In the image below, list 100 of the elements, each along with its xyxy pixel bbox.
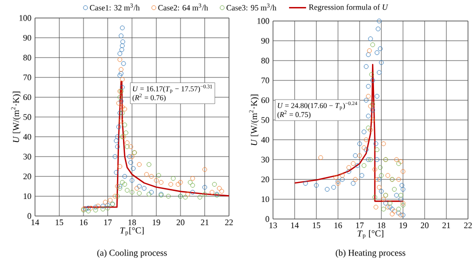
point bbox=[374, 177, 380, 182]
point bbox=[202, 184, 208, 190]
point bbox=[381, 141, 386, 146]
point bbox=[370, 42, 376, 48]
point bbox=[364, 147, 369, 152]
point bbox=[352, 153, 358, 158]
point bbox=[121, 61, 126, 66]
point bbox=[178, 180, 183, 185]
point bbox=[86, 206, 91, 210]
point bbox=[378, 188, 384, 194]
point bbox=[370, 108, 376, 112]
x-tick-label: 22 bbox=[464, 222, 472, 228]
point bbox=[355, 163, 360, 168]
point bbox=[146, 162, 152, 167]
point bbox=[374, 141, 378, 146]
point bbox=[362, 163, 366, 168]
point bbox=[202, 167, 208, 172]
point bbox=[118, 98, 124, 104]
x-tick-label: 18 bbox=[128, 220, 136, 226]
point bbox=[158, 180, 164, 185]
point bbox=[378, 165, 383, 170]
point bbox=[350, 161, 356, 166]
point bbox=[376, 177, 382, 182]
x-tick-label: 19 bbox=[152, 220, 160, 226]
point bbox=[390, 212, 395, 216]
y-tick-label: 10 bbox=[24, 193, 32, 200]
x-tick-label: 21 bbox=[442, 222, 450, 228]
point bbox=[368, 104, 373, 108]
x-tick-label: 17 bbox=[104, 220, 112, 226]
point bbox=[93, 208, 98, 212]
point bbox=[376, 70, 382, 75]
point bbox=[120, 180, 125, 185]
x-axis-title: T$_{p}$ [°C] bbox=[358, 230, 384, 239]
point bbox=[392, 186, 397, 192]
point bbox=[303, 181, 308, 186]
point bbox=[357, 141, 362, 146]
point bbox=[400, 186, 406, 192]
point bbox=[372, 167, 378, 172]
x-tick-label: 19 bbox=[400, 222, 407, 228]
point bbox=[149, 174, 154, 179]
point bbox=[183, 194, 188, 200]
point bbox=[376, 184, 382, 190]
point bbox=[352, 177, 358, 182]
point bbox=[130, 154, 134, 159]
point bbox=[130, 166, 136, 171]
point bbox=[385, 173, 390, 178]
x-tick-label: 14 bbox=[291, 222, 299, 228]
point bbox=[366, 114, 371, 118]
point bbox=[340, 177, 345, 182]
point bbox=[116, 100, 122, 106]
y-tick-label: 0 bbox=[28, 213, 32, 219]
point bbox=[212, 182, 217, 187]
y-tick-label: 40 bbox=[23, 134, 32, 140]
point bbox=[381, 196, 386, 202]
point bbox=[378, 173, 384, 178]
x-axis-title: T$_{p}$[°C] bbox=[120, 227, 144, 236]
point bbox=[381, 206, 386, 212]
point bbox=[88, 206, 94, 210]
point bbox=[374, 50, 380, 56]
point bbox=[96, 204, 100, 208]
point bbox=[118, 94, 122, 100]
point bbox=[364, 98, 369, 103]
point bbox=[108, 198, 113, 203]
point bbox=[136, 162, 142, 167]
point bbox=[128, 160, 134, 165]
point bbox=[86, 208, 91, 214]
y-tick-label: 20 bbox=[23, 174, 32, 180]
y-tick-label: 30 bbox=[23, 154, 32, 160]
x-tick-label: 21 bbox=[200, 220, 208, 226]
point bbox=[149, 190, 154, 195]
point bbox=[112, 154, 118, 159]
point bbox=[394, 192, 399, 198]
point bbox=[370, 78, 376, 83]
point bbox=[398, 196, 404, 202]
point bbox=[359, 173, 364, 178]
text: (a) Cooling process bbox=[97, 250, 167, 258]
point bbox=[350, 181, 356, 186]
point bbox=[115, 184, 120, 189]
point bbox=[118, 118, 124, 124]
point bbox=[115, 194, 120, 199]
point bbox=[105, 202, 110, 208]
point bbox=[198, 194, 202, 200]
point bbox=[314, 182, 319, 188]
line-series bbox=[82, 80, 230, 208]
y-tick-label: 90 bbox=[23, 34, 32, 41]
point bbox=[216, 186, 222, 191]
point bbox=[118, 71, 124, 76]
point bbox=[396, 177, 402, 182]
x-tick-label: 20 bbox=[176, 220, 184, 226]
point bbox=[374, 147, 380, 152]
point bbox=[400, 212, 406, 218]
point bbox=[372, 194, 378, 200]
point bbox=[190, 182, 195, 188]
point bbox=[119, 47, 124, 52]
y-tick-label: 50 bbox=[262, 117, 270, 123]
point bbox=[115, 134, 120, 140]
point bbox=[122, 182, 128, 187]
point bbox=[127, 154, 132, 159]
y-tick-label: 10 bbox=[262, 196, 270, 202]
point bbox=[376, 18, 382, 24]
